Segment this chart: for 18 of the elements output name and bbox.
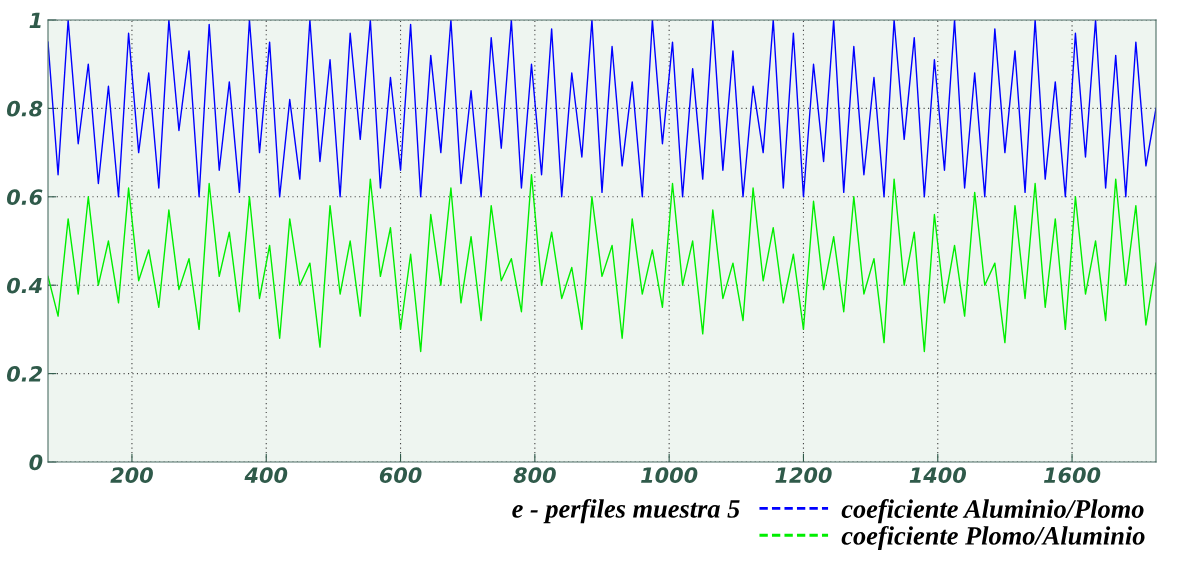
legend-label: coeficiente Plomo/Aluminio — [841, 525, 1145, 551]
x-tick-label: 600 — [379, 467, 422, 484]
x-tick-label: 1000 — [641, 467, 698, 483]
y-tick-label: 1 — [29, 12, 41, 28]
x-tick-label: 200 — [110, 467, 153, 483]
y-tick-label: 0 — [29, 454, 43, 471]
line-series — [48, 174, 1156, 353]
y-tick-label: 0.6 — [6, 189, 43, 206]
x-tick-label: 1200 — [775, 467, 832, 483]
y-tick-label: 0.8 — [6, 100, 43, 117]
legend-label: coeficiente Aluminio/Plomo — [841, 499, 1144, 524]
x-tick-label: 400 — [244, 467, 288, 483]
x-axis-title: e - perfiles muestra 5 — [512, 498, 740, 524]
x-tick-label: 1400 — [909, 467, 967, 483]
y-tick-label: 0.4 — [6, 277, 42, 294]
x-tick-label: 1600 — [1043, 467, 1101, 484]
y-tick-label: 0.2 — [6, 366, 42, 382]
x-tick-label: 800 — [513, 467, 556, 483]
